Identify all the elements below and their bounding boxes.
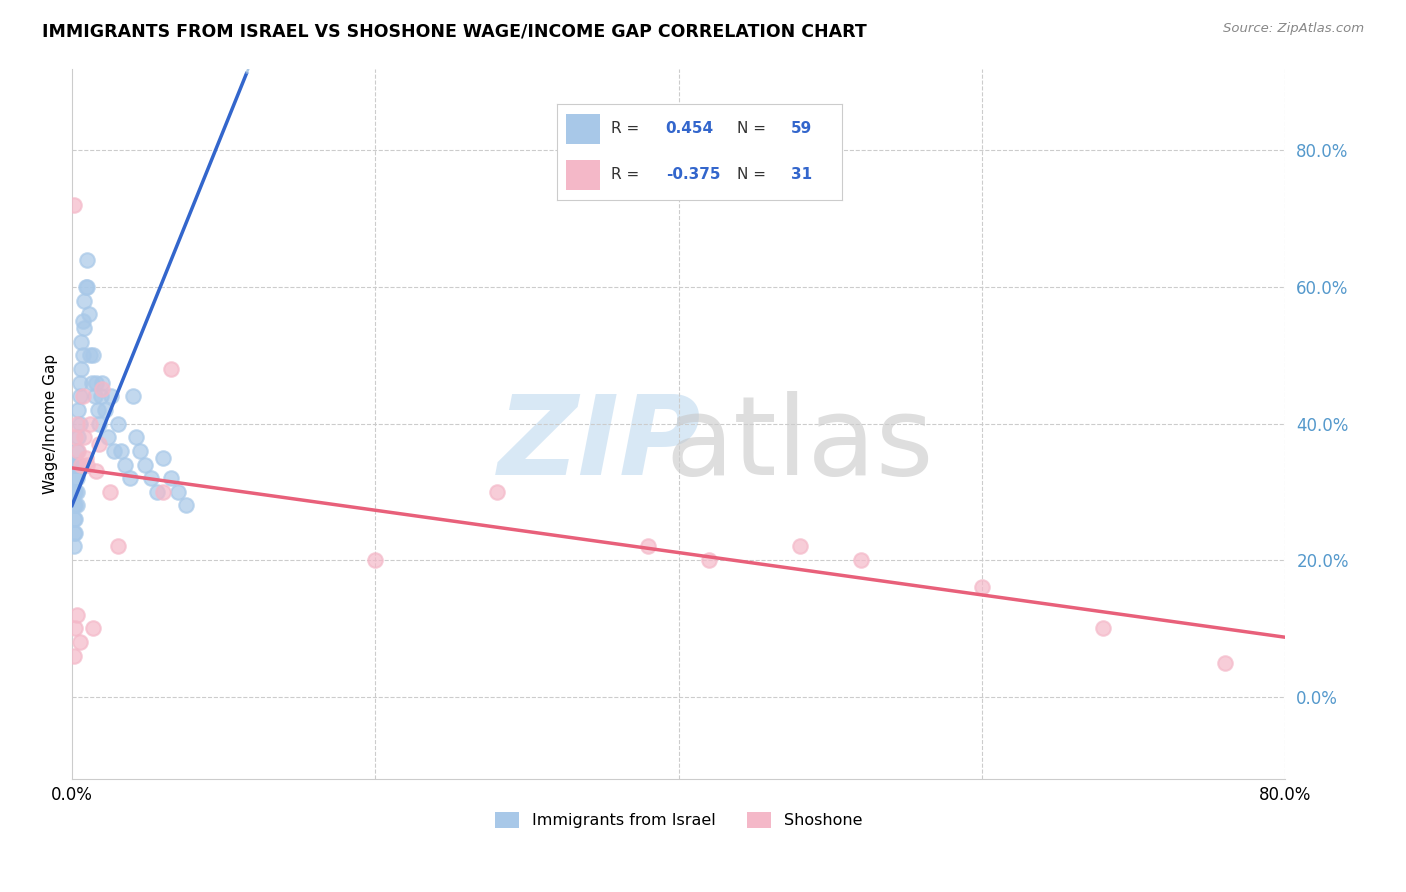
Text: atlas: atlas bbox=[665, 392, 934, 499]
Point bbox=[73, 293, 96, 308]
Point bbox=[125, 430, 148, 444]
Point bbox=[76, 280, 98, 294]
Point bbox=[97, 430, 120, 444]
Point bbox=[90, 389, 112, 403]
Point bbox=[75, 450, 97, 465]
Point bbox=[70, 362, 93, 376]
Point bbox=[80, 376, 103, 390]
Point bbox=[91, 383, 114, 397]
Point bbox=[77, 307, 100, 321]
Point bbox=[114, 458, 136, 472]
Point bbox=[67, 403, 90, 417]
Point bbox=[62, 648, 84, 663]
Point bbox=[63, 458, 86, 472]
Y-axis label: Wage/Income Gap: Wage/Income Gap bbox=[44, 353, 58, 493]
Text: Source: ZipAtlas.com: Source: ZipAtlas.com bbox=[1223, 22, 1364, 36]
Point bbox=[118, 471, 141, 485]
Point bbox=[107, 540, 129, 554]
Point bbox=[69, 417, 91, 431]
Point bbox=[69, 635, 91, 649]
Point bbox=[134, 458, 156, 472]
Point bbox=[364, 553, 387, 567]
Point bbox=[65, 471, 87, 485]
Legend: Immigrants from Israel, Shoshone: Immigrants from Israel, Shoshone bbox=[488, 805, 869, 835]
Point bbox=[67, 430, 90, 444]
Point bbox=[65, 484, 87, 499]
Point bbox=[129, 443, 152, 458]
Point bbox=[65, 499, 87, 513]
Point bbox=[70, 458, 93, 472]
Point bbox=[82, 621, 104, 635]
Point bbox=[62, 484, 84, 499]
Point bbox=[62, 499, 84, 513]
Point bbox=[94, 403, 117, 417]
Point bbox=[75, 280, 97, 294]
Point bbox=[69, 376, 91, 390]
Point bbox=[89, 417, 111, 431]
Point bbox=[76, 458, 98, 472]
Point bbox=[72, 389, 94, 403]
Point bbox=[139, 471, 162, 485]
Point bbox=[100, 389, 122, 403]
Point bbox=[73, 321, 96, 335]
Point bbox=[76, 252, 98, 267]
Point bbox=[70, 334, 93, 349]
Point bbox=[152, 450, 174, 465]
Point bbox=[72, 348, 94, 362]
Point bbox=[79, 417, 101, 431]
Point bbox=[1213, 656, 1236, 670]
Point bbox=[152, 484, 174, 499]
Point bbox=[65, 607, 87, 622]
Point bbox=[62, 512, 84, 526]
Point bbox=[107, 417, 129, 431]
Point bbox=[121, 389, 143, 403]
Point bbox=[65, 417, 87, 431]
Text: IMMIGRANTS FROM ISRAEL VS SHOSHONE WAGE/INCOME GAP CORRELATION CHART: IMMIGRANTS FROM ISRAEL VS SHOSHONE WAGE/… bbox=[42, 22, 868, 40]
Point bbox=[62, 198, 84, 212]
Point bbox=[83, 389, 105, 403]
Point bbox=[69, 389, 91, 403]
Point bbox=[91, 376, 114, 390]
Point bbox=[87, 403, 110, 417]
Point bbox=[970, 581, 993, 595]
Point bbox=[159, 362, 181, 376]
Point bbox=[637, 540, 659, 554]
Point bbox=[98, 484, 121, 499]
Point bbox=[789, 540, 811, 554]
Point bbox=[485, 484, 508, 499]
Point bbox=[89, 437, 111, 451]
Point bbox=[84, 376, 107, 390]
Point bbox=[63, 499, 86, 513]
Point bbox=[84, 464, 107, 478]
Point bbox=[63, 621, 86, 635]
Point bbox=[697, 553, 720, 567]
Point bbox=[65, 443, 87, 458]
Point bbox=[849, 553, 872, 567]
Point bbox=[82, 348, 104, 362]
Point bbox=[67, 458, 90, 472]
Point bbox=[65, 458, 87, 472]
Point bbox=[79, 348, 101, 362]
Point bbox=[103, 443, 125, 458]
Point bbox=[67, 443, 90, 458]
Point bbox=[110, 443, 132, 458]
Point bbox=[63, 525, 86, 540]
Point bbox=[62, 540, 84, 554]
Point bbox=[174, 499, 197, 513]
Point bbox=[1092, 621, 1115, 635]
Point bbox=[146, 484, 169, 499]
Point bbox=[159, 471, 181, 485]
Point bbox=[63, 430, 86, 444]
Point bbox=[63, 471, 86, 485]
Point bbox=[62, 525, 84, 540]
Point bbox=[167, 484, 190, 499]
Point bbox=[72, 314, 94, 328]
Text: ZIP: ZIP bbox=[498, 392, 702, 499]
Point bbox=[73, 430, 96, 444]
Point bbox=[63, 484, 86, 499]
Point bbox=[63, 512, 86, 526]
